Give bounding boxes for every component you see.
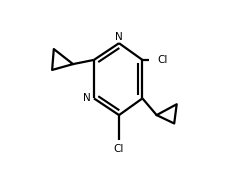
Text: Cl: Cl xyxy=(157,55,167,65)
Text: N: N xyxy=(115,31,122,41)
Text: Cl: Cl xyxy=(113,144,124,154)
Text: N: N xyxy=(82,93,90,103)
